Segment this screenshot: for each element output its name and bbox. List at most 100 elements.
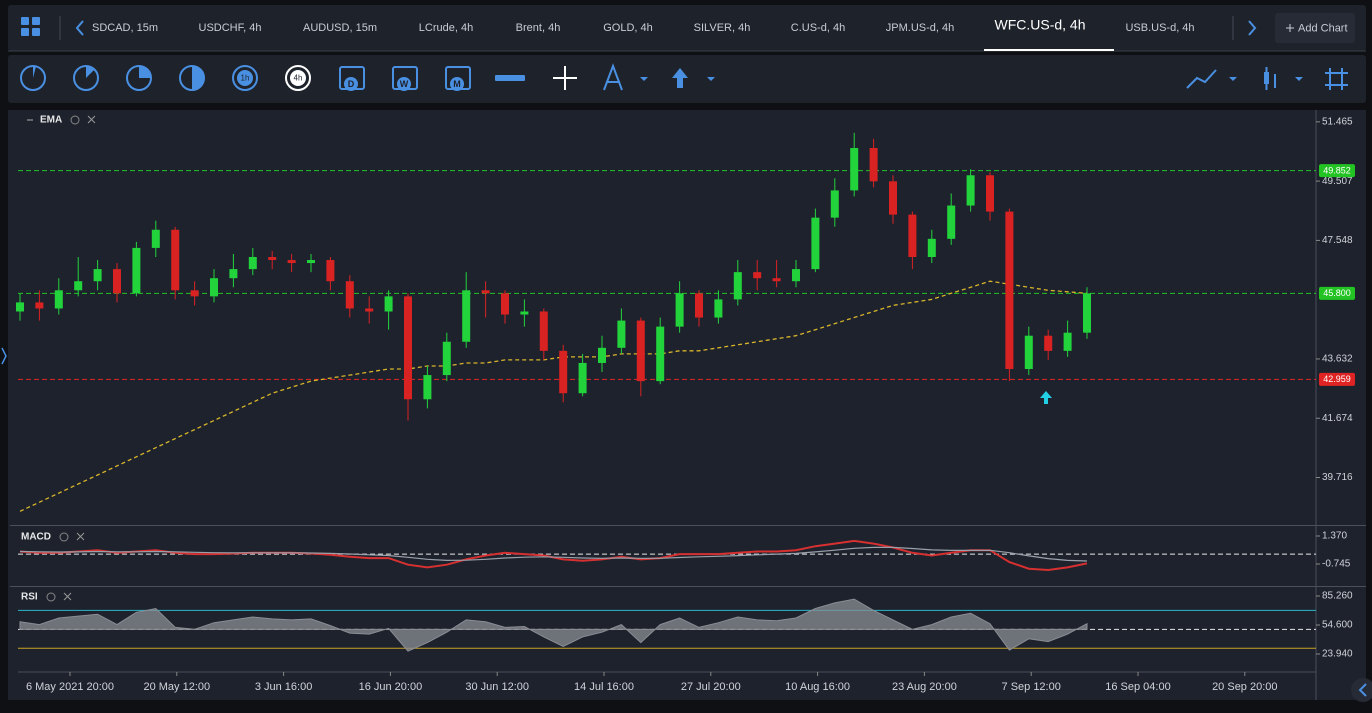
- toolbar: [8, 55, 1366, 103]
- candle-body: [268, 257, 277, 261]
- candle-body: [966, 175, 975, 206]
- ruler-tool[interactable]: [495, 75, 525, 81]
- add-chart-button[interactable]: Add Chart: [1275, 13, 1355, 43]
- tab[interactable]: USB.US-d, 4h: [1125, 22, 1194, 34]
- tab[interactable]: GOLD, 4h: [603, 22, 653, 34]
- candle-body: [171, 229, 180, 291]
- candle-body: [365, 308, 374, 312]
- candle-body: [248, 257, 257, 270]
- add-chart-label: Add Chart: [1298, 22, 1348, 34]
- candle-body: [617, 320, 626, 348]
- x-tick-label: 7 Sep 12:00: [1002, 681, 1061, 693]
- candle-body: [442, 341, 451, 376]
- candle-body: [501, 293, 509, 315]
- macd-line: [19, 546, 1088, 562]
- tabs-prev[interactable]: [75, 20, 84, 36]
- tab[interactable]: SDCAD, 15m: [92, 22, 158, 34]
- candle-body: [326, 260, 335, 282]
- candle-body: [811, 217, 820, 270]
- candle-body: [927, 238, 936, 258]
- candle-body: [947, 205, 956, 239]
- candle-body: [1024, 335, 1033, 370]
- tab[interactable]: USDCHF, 4h: [199, 22, 262, 34]
- grid-tool[interactable]: [1325, 68, 1348, 90]
- x-tick-label: 16 Sep 04:00: [1105, 681, 1170, 693]
- calendar-label: W: [400, 79, 409, 89]
- candle-body: [210, 278, 218, 297]
- chart-panel: [8, 110, 1366, 700]
- tab-bar: [8, 5, 1366, 51]
- dropdown[interactable]: [640, 77, 648, 81]
- price-label-box: [1319, 286, 1355, 300]
- tab[interactable]: JPM.US-d, 4h: [886, 22, 954, 34]
- close-icon[interactable]: [87, 115, 96, 124]
- y-tick-label: 23.940: [1322, 649, 1353, 660]
- crosshair-tool[interactable]: [553, 66, 577, 90]
- candle-body: [287, 260, 296, 264]
- arrow-tool[interactable]: [672, 68, 688, 88]
- candle-body: [1005, 211, 1014, 370]
- signal-arrow: [1040, 391, 1052, 404]
- close-icon[interactable]: [76, 532, 85, 541]
- ema-line: [19, 280, 1088, 512]
- y-tick-label: -0.745: [1322, 559, 1351, 570]
- active-tab-underline: [984, 49, 1114, 51]
- candle-body: [675, 293, 684, 327]
- close-icon[interactable]: [63, 592, 72, 601]
- price-label-box: [1319, 372, 1355, 386]
- candle-body: [1063, 332, 1072, 351]
- tab[interactable]: C.US-d, 4h: [791, 22, 845, 34]
- price-label: 49.852: [1323, 166, 1351, 176]
- layout-button[interactable]: [21, 17, 40, 36]
- y-tick-label: 1.370: [1322, 531, 1347, 542]
- settings-icon[interactable]: [46, 592, 56, 602]
- indicator-tool[interactable]: [1186, 69, 1217, 89]
- x-tick-label: 27 Jul 20:00: [681, 681, 741, 693]
- side-panel-button[interactable]: [1351, 678, 1372, 702]
- candle-body: [229, 269, 238, 279]
- drawing-tool[interactable]: [603, 63, 623, 91]
- candle-body: [16, 302, 24, 312]
- candle-body: [132, 247, 141, 294]
- dropdown[interactable]: [1295, 77, 1303, 81]
- candle-body: [559, 350, 568, 394]
- candle-body: [578, 362, 587, 394]
- tf-icon[interactable]: [232, 65, 258, 91]
- dropdown[interactable]: [1229, 77, 1237, 81]
- candle-body: [733, 272, 742, 300]
- candle-body: [345, 281, 354, 309]
- tabs-next[interactable]: [1248, 20, 1257, 36]
- candle-body: [695, 293, 703, 318]
- tab[interactable]: SILVER, 4h: [694, 22, 751, 34]
- candle-body: [636, 320, 645, 382]
- tab[interactable]: AUDUSD, 15m: [303, 22, 377, 34]
- y-tick-label: 39.716: [1322, 472, 1353, 483]
- settings-icon[interactable]: [70, 115, 80, 125]
- tab[interactable]: LCrude, 4h: [419, 22, 473, 34]
- pane-title: RSI: [21, 592, 38, 603]
- tf-label: 1h: [241, 74, 250, 83]
- pane-title: MACD: [21, 532, 51, 543]
- y-tick-label: 54.600: [1322, 620, 1353, 631]
- side-expand[interactable]: [1, 347, 7, 365]
- candle-body: [520, 311, 529, 315]
- calendar-icons: D W M: [339, 66, 471, 91]
- price-label: 45.800: [1323, 288, 1351, 298]
- tab[interactable]: WFC.US-d, 4h: [994, 17, 1085, 33]
- x-tick-label: 3 Jun 16:00: [255, 681, 313, 693]
- x-tick-label: 10 Aug 16:00: [785, 681, 850, 693]
- settings-icon[interactable]: [59, 532, 69, 542]
- y-tick-label: 47.548: [1322, 235, 1353, 246]
- candle-body: [830, 190, 839, 218]
- candle-body: [908, 214, 917, 258]
- candle-body: [539, 311, 548, 351]
- dropdown[interactable]: [707, 77, 715, 81]
- candle-body: [850, 148, 859, 191]
- tab[interactable]: Brent, 4h: [516, 22, 561, 34]
- candle-body: [656, 326, 665, 382]
- tf-icon[interactable]: [285, 65, 311, 91]
- x-tick-label: 14 Jul 16:00: [574, 681, 634, 693]
- calendar-label: D: [348, 79, 355, 89]
- candle-body: [1044, 335, 1053, 351]
